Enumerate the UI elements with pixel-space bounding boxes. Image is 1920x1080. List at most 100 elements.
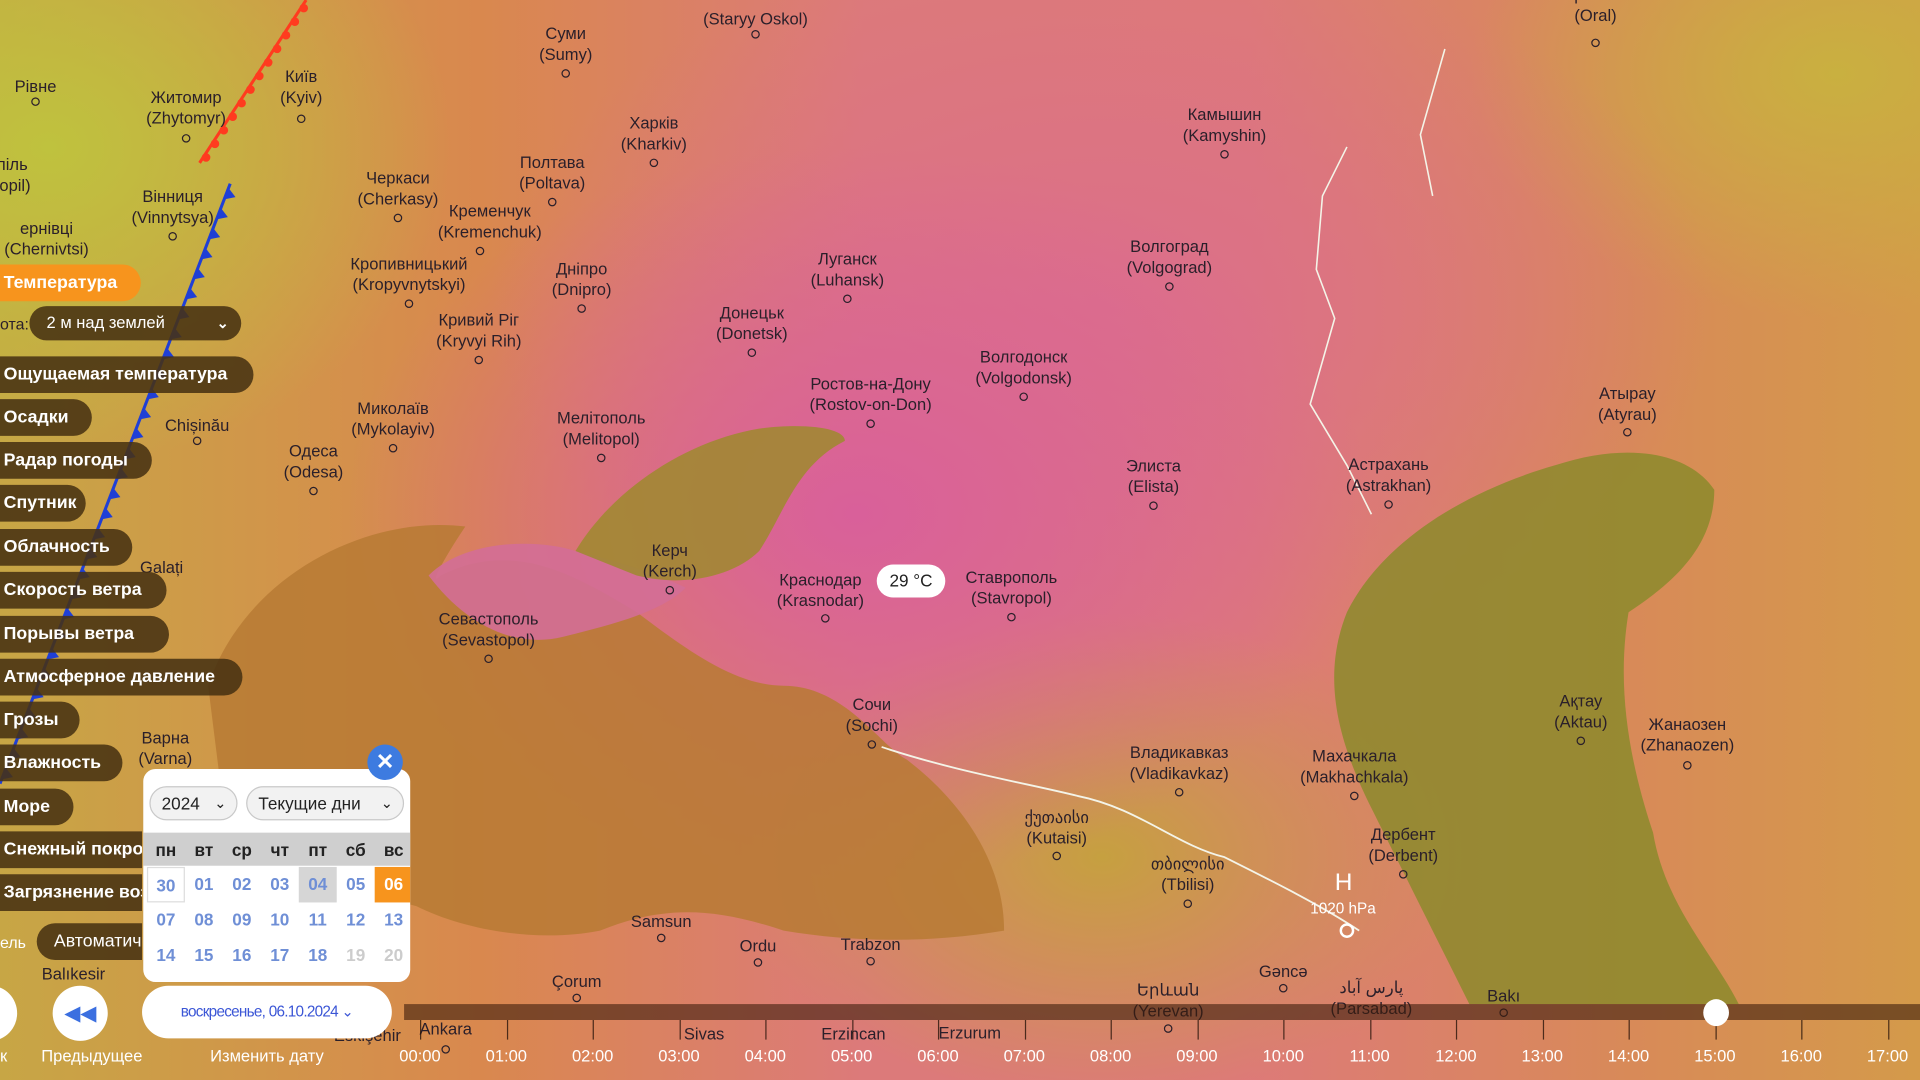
calendar-day[interactable]: 11 (308, 909, 327, 930)
city-label: Ақтау (Aktau) (1554, 691, 1607, 733)
layer-item[interactable]: Атмосферное давление (0, 658, 243, 696)
layer-item[interactable]: Ощущаемая температура (0, 356, 254, 394)
city-latin-name: (Stavropol) (970, 588, 1052, 608)
city-name: Bakı (1487, 986, 1521, 1006)
city-latin-name: (Atyrau) (1597, 405, 1657, 424)
calendar-day[interactable]: 09 (232, 909, 252, 930)
auto-button[interactable]: Автоматически (36, 923, 143, 961)
city-name: Владикавказ (1129, 743, 1229, 762)
pressure-value: 1020 hPa (1310, 900, 1376, 918)
city-marker (821, 614, 830, 623)
layer-item[interactable]: Скорость ветра (0, 571, 167, 609)
layer-item[interactable]: Влажность (0, 744, 123, 782)
height-label: ота: (0, 314, 29, 334)
timeline-tick (1628, 1020, 1630, 1040)
timeline-hour-label[interactable]: 05:00 (830, 1046, 873, 1066)
calendar-day[interactable]: 04 (298, 866, 337, 903)
timeline-tick (1455, 1020, 1458, 1040)
timeline-track[interactable] (404, 1004, 1920, 1021)
city-label: Кременчук (Kremenchuk) (438, 201, 542, 243)
city-name: Ростов-на-Дону (810, 374, 931, 394)
city-latin-name: (Aktau) (1554, 712, 1608, 732)
range-select[interactable]: Текущие дни ⌄ (246, 786, 405, 821)
date-select[interactable]: воскресенье, 06.10.2024 ⌄ (142, 985, 392, 1039)
calendar-day[interactable]: 13 (384, 909, 404, 930)
year-select[interactable]: 2024 ⌄ (149, 786, 238, 821)
timeline-hour-label[interactable]: 00:00 (399, 1046, 441, 1066)
timeline-hour-label[interactable]: 14:00 (1607, 1046, 1650, 1066)
city-label: Керч (Kerch) (643, 540, 697, 582)
play-button[interactable] (0, 985, 18, 1041)
calendar-day[interactable]: 12 (346, 909, 366, 930)
chevron-down-icon: ⌄ (216, 314, 229, 332)
timeline-hour-label[interactable]: 02:00 (571, 1046, 614, 1066)
city-latin-name: (Derbent) (1368, 846, 1439, 865)
calendar-day[interactable]: 08 (194, 909, 214, 930)
close-calendar-button[interactable]: ✕ (367, 744, 403, 781)
timeline-tick (1024, 1020, 1026, 1040)
city-name: Кривий Ріг (438, 311, 520, 330)
city-marker (181, 134, 191, 143)
calendar-day[interactable]: 03 (270, 874, 290, 894)
timeline-hour-label[interactable]: 09:00 (1176, 1046, 1218, 1066)
city-label: Одеса (Odesa) (284, 441, 344, 483)
timeline-hour-label[interactable]: 12:00 (1435, 1046, 1477, 1066)
calendar-day[interactable]: 01 (194, 874, 214, 894)
calendar-day[interactable]: 15 (194, 945, 214, 965)
caucasus-border (881, 746, 1360, 932)
cold-front-symbol (109, 487, 121, 500)
calendar-day[interactable]: 06 (374, 866, 411, 903)
timeline-hour-label[interactable]: 17:00 (1866, 1046, 1909, 1066)
weekday-label: ср (231, 840, 252, 860)
calendar-day[interactable]: 02 (232, 874, 252, 894)
calendar-day[interactable]: 16 (232, 945, 252, 965)
timeline-hour-label[interactable]: 01:00 (485, 1046, 528, 1066)
timeline-hour-label[interactable]: 10:00 (1262, 1046, 1304, 1066)
timeline-hour-label[interactable]: 03:00 (658, 1046, 700, 1066)
layer-item[interactable]: Грозы (0, 701, 80, 739)
city-name: Ставрополь (965, 568, 1058, 587)
calendar-day[interactable]: 17 (270, 945, 290, 965)
calendar-day[interactable]: 18 (308, 945, 328, 965)
timeline-slider-handle[interactable] (1702, 999, 1729, 1027)
timeline-hour-label[interactable]: 06:00 (917, 1046, 959, 1066)
layer-item[interactable]: Осадки (0, 399, 92, 436)
calendar-day[interactable]: 07 (156, 909, 176, 930)
layer-item[interactable]: Снежный покров (0, 831, 143, 869)
city-latin-name: (Zhytomyr) (146, 108, 227, 128)
layer-item[interactable]: Облачность (0, 528, 133, 566)
previous-button[interactable]: ◀◀ (52, 985, 108, 1041)
calendar-day[interactable]: 30 (146, 866, 185, 903)
city-marker (649, 158, 659, 168)
timeline-hour-label[interactable]: 04:00 (744, 1046, 786, 1066)
timeline-tick (1542, 1020, 1544, 1040)
height-select[interactable]: 2 м над землей ⌄ (29, 306, 242, 341)
calendar-day[interactable]: 05 (346, 874, 366, 894)
cold-front-symbol (147, 387, 159, 400)
timeline-hour-label[interactable]: 08:00 (1089, 1046, 1132, 1066)
calendar-day[interactable]: 10 (270, 909, 290, 930)
city-label: Атырау (Atyrau) (1598, 383, 1657, 425)
cold-front-symbol (185, 287, 198, 300)
layer-item[interactable]: Море (0, 788, 74, 826)
city-name: Chișinău (164, 416, 230, 435)
layer-item[interactable]: Загрязнение воздуха (0, 874, 143, 912)
timeline-tick (420, 1020, 422, 1040)
timeline-hour-label[interactable]: 16:00 (1780, 1046, 1822, 1066)
city-label: Махачкала (Makhachkala) (1300, 746, 1408, 788)
timeline-hour-label[interactable]: 07:00 (1003, 1046, 1045, 1066)
calendar-day: 20 (384, 945, 404, 965)
layer-item[interactable]: Порывы ветра (0, 615, 169, 653)
timeline-hour-label[interactable]: 15:00 (1694, 1046, 1736, 1066)
caspian-sea (1334, 452, 1739, 1005)
layer-item[interactable]: Спутник (0, 484, 86, 522)
weekday-label: пн (155, 840, 177, 860)
calendar-day: 19 (346, 945, 366, 965)
calendar-day[interactable]: 14 (156, 945, 176, 965)
timeline-hour-label[interactable]: 13:00 (1521, 1046, 1563, 1066)
layer-item[interactable]: Радар погоды (0, 442, 152, 479)
timeline-hour-label[interactable]: 11:00 (1349, 1046, 1390, 1066)
layer-item[interactable]: Температура (0, 264, 141, 302)
city-name: Волгодонск (979, 347, 1068, 367)
